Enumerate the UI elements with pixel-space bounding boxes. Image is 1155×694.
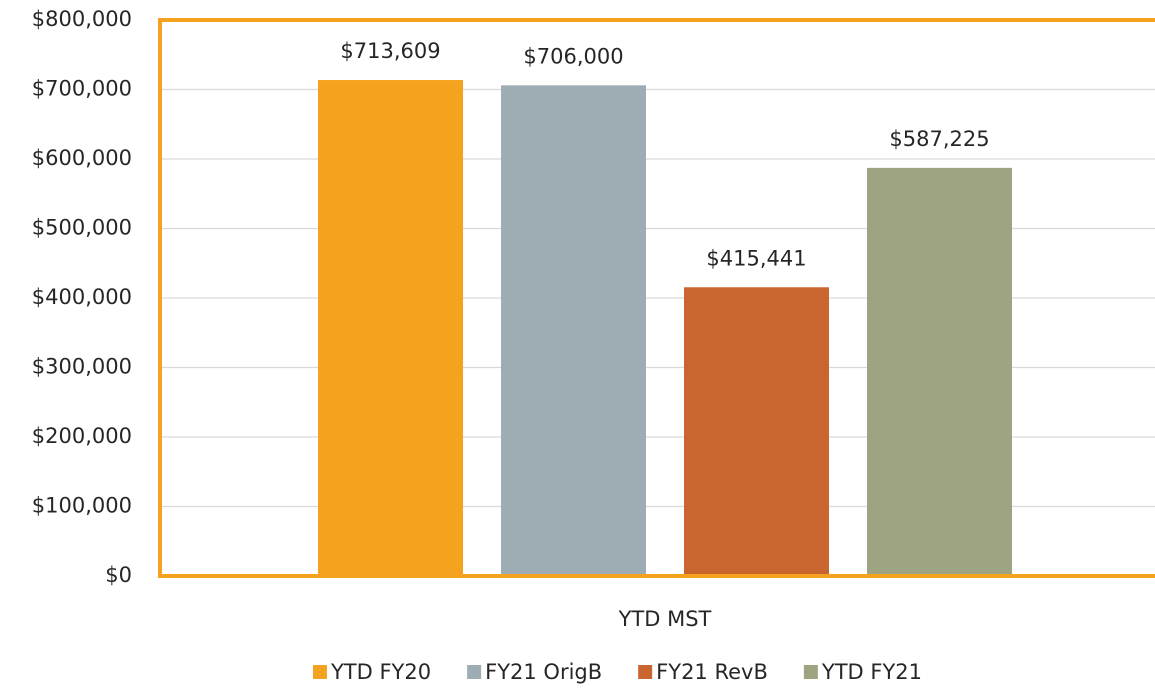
plot-border [158, 18, 1155, 578]
legend-swatch [638, 665, 653, 679]
data-label: $587,225 [889, 127, 989, 151]
y-tick-label: $600,000 [32, 146, 132, 170]
legend-swatch [312, 665, 327, 679]
marks [318, 80, 1012, 576]
legend-swatch [467, 665, 482, 679]
legend: YTD FY20 FY21 OrigB FY21 RevB YTD FY21 [312, 660, 922, 684]
labels: $0 $100,000 $200,000 $300,000 $400,000 $500,0… [32, 7, 990, 631]
y-tick-label: $500,000 [32, 216, 132, 240]
data-label: $706,000 [523, 44, 623, 68]
bar [867, 167, 1012, 576]
y-tick-label: $0 [105, 563, 132, 587]
y-tick-label: $800,000 [32, 7, 132, 31]
legend-label: YTD FY20 [330, 660, 431, 684]
x-tick-label: YTD MST [618, 607, 712, 631]
y-tick-label: $300,000 [32, 355, 132, 379]
legend-label: YTD FY21 [821, 660, 922, 684]
bar [684, 287, 829, 576]
legend-label: FY21 RevB [656, 660, 768, 684]
data-label: $415,441 [706, 246, 806, 270]
y-tick-label: $400,000 [32, 285, 132, 309]
data-label: $713,609 [340, 39, 440, 63]
legend-swatch [803, 665, 818, 679]
y-tick-label: $700,000 [32, 77, 132, 101]
y-tick-label: $100,000 [32, 494, 132, 518]
bar [501, 85, 646, 576]
y-tick-label: $200,000 [32, 424, 132, 448]
bar [318, 80, 463, 576]
legend-label: FY21 OrigB [485, 660, 602, 684]
